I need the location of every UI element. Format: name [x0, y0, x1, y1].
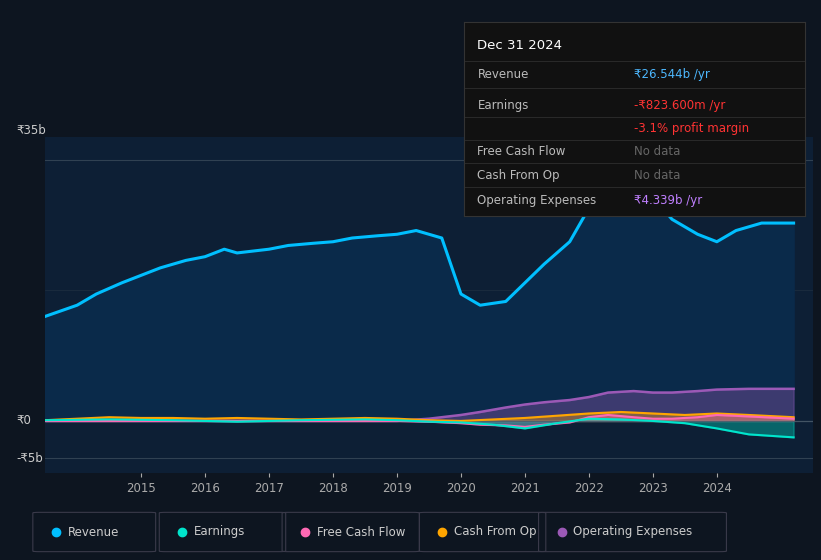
- Text: Free Cash Flow: Free Cash Flow: [317, 525, 405, 539]
- Text: Revenue: Revenue: [478, 68, 529, 81]
- Text: Revenue: Revenue: [67, 525, 119, 539]
- Text: -₹5b: -₹5b: [16, 452, 44, 465]
- Text: ₹35b: ₹35b: [16, 124, 46, 137]
- Text: -₹823.600m /yr: -₹823.600m /yr: [635, 99, 726, 112]
- Text: Free Cash Flow: Free Cash Flow: [478, 146, 566, 158]
- Text: ₹26.544b /yr: ₹26.544b /yr: [635, 68, 710, 81]
- Text: ₹0: ₹0: [16, 414, 31, 427]
- Text: No data: No data: [635, 146, 681, 158]
- Text: Earnings: Earnings: [478, 99, 529, 112]
- Text: No data: No data: [635, 169, 681, 181]
- Text: Operating Expenses: Operating Expenses: [573, 525, 692, 539]
- Text: Earnings: Earnings: [194, 525, 245, 539]
- Text: Dec 31 2024: Dec 31 2024: [478, 39, 562, 52]
- Text: Operating Expenses: Operating Expenses: [478, 194, 597, 207]
- Text: Cash From Op: Cash From Op: [454, 525, 537, 539]
- Text: Cash From Op: Cash From Op: [478, 169, 560, 181]
- Text: ₹4.339b /yr: ₹4.339b /yr: [635, 194, 703, 207]
- Text: -3.1% profit margin: -3.1% profit margin: [635, 122, 750, 135]
